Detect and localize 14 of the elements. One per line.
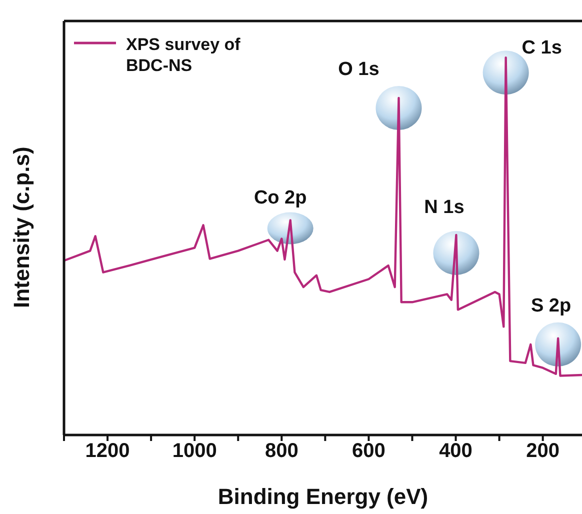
x-tick-label: 200 xyxy=(526,440,560,462)
annotation: S 2p xyxy=(530,295,572,316)
y-axis-title: Intensity (c.p.s) xyxy=(8,146,34,308)
annotation: N 1s xyxy=(424,196,464,218)
annotation: O 1s xyxy=(338,58,380,80)
x-axis-title: Binding Energy (eV) xyxy=(218,484,428,509)
annotation: C 1s xyxy=(522,38,562,59)
x-tick-label: 800 xyxy=(264,440,298,462)
x-tick-label: 1000 xyxy=(172,440,217,462)
x-tick-label: 600 xyxy=(352,440,386,462)
x-tick-label: 1200 xyxy=(85,440,130,462)
x-tick-label: 400 xyxy=(439,440,472,462)
legend-label: XPS survey of BDC-NS xyxy=(126,34,242,76)
annotation: Co 2p xyxy=(254,187,307,208)
